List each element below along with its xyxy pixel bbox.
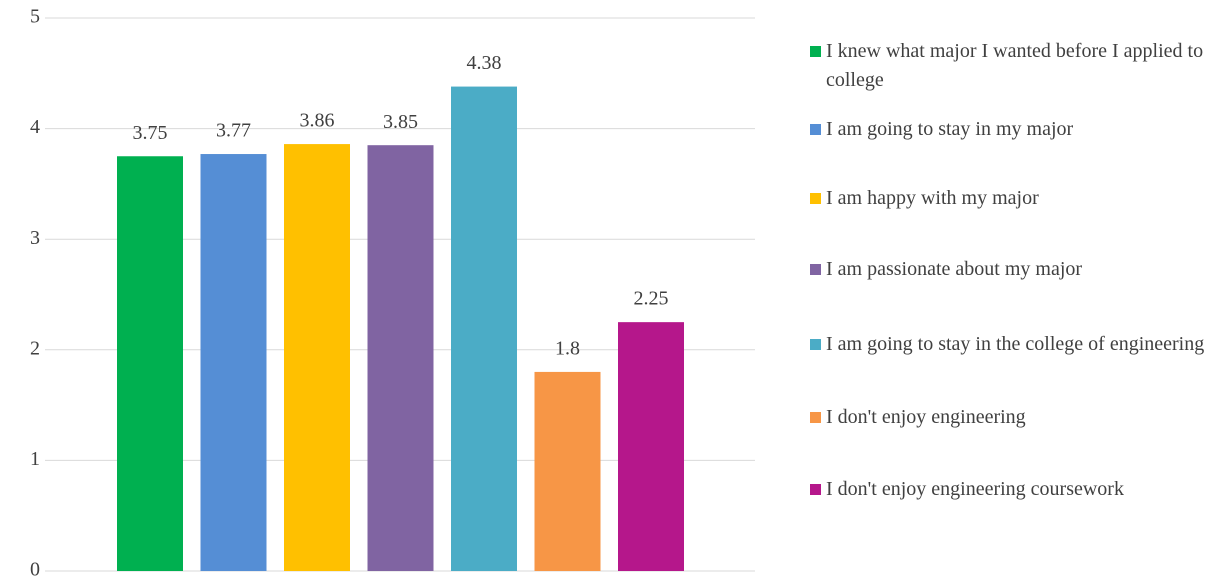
bar	[284, 144, 350, 572]
bar	[618, 322, 684, 571]
legend-label: I am passionate about my major	[826, 258, 1083, 280]
legend-entry: I am going to stay in the college of eng…	[810, 330, 1205, 359]
legend-entry: I am happy with my major	[810, 184, 1205, 213]
data-label: 3.77	[216, 120, 251, 142]
data-label: 3.86	[300, 110, 335, 132]
y-tick-label: 0	[30, 559, 40, 578]
legend-swatch	[810, 46, 821, 57]
y-tick-label: 3	[30, 227, 40, 249]
legend-entry: I am going to stay in my major	[810, 115, 1205, 144]
legend-entry: I am passionate about my major	[810, 255, 1205, 284]
legend-swatch	[810, 193, 821, 204]
legend-entry: I don't enjoy engineering coursework	[810, 475, 1205, 504]
legend-swatch	[810, 412, 821, 423]
bar	[534, 371, 601, 571]
legend-entry: I knew what major I wanted before I appl…	[810, 37, 1205, 95]
legend-entry: I don't enjoy engineering	[810, 403, 1205, 432]
data-label: 4.38	[467, 52, 502, 74]
legend-swatch	[810, 124, 821, 135]
y-tick-label: 5	[30, 6, 40, 28]
bar	[200, 154, 267, 571]
bar	[451, 86, 517, 572]
legend-label: I am happy with my major	[826, 187, 1039, 209]
legend-swatch	[810, 484, 821, 495]
data-label: 3.85	[383, 111, 418, 133]
bar	[367, 145, 434, 571]
bar	[117, 156, 183, 571]
legend-swatch	[810, 339, 821, 350]
legend-label: I don't enjoy engineering coursework	[826, 478, 1124, 500]
legend-label: I don't enjoy engineering	[826, 406, 1026, 428]
data-label: 2.25	[634, 288, 669, 310]
y-tick-label: 1	[30, 448, 40, 470]
legend-label: I am going to stay in the college of eng…	[826, 333, 1205, 355]
data-label: 3.75	[133, 122, 168, 144]
legend-swatch	[810, 264, 821, 275]
y-tick-label: 2	[30, 337, 40, 359]
legend-label: I knew what major I wanted before I appl…	[826, 40, 1204, 91]
data-label: 1.8	[555, 338, 580, 360]
y-tick-label: 4	[30, 116, 40, 138]
legend-label: I am going to stay in my major	[826, 118, 1074, 140]
